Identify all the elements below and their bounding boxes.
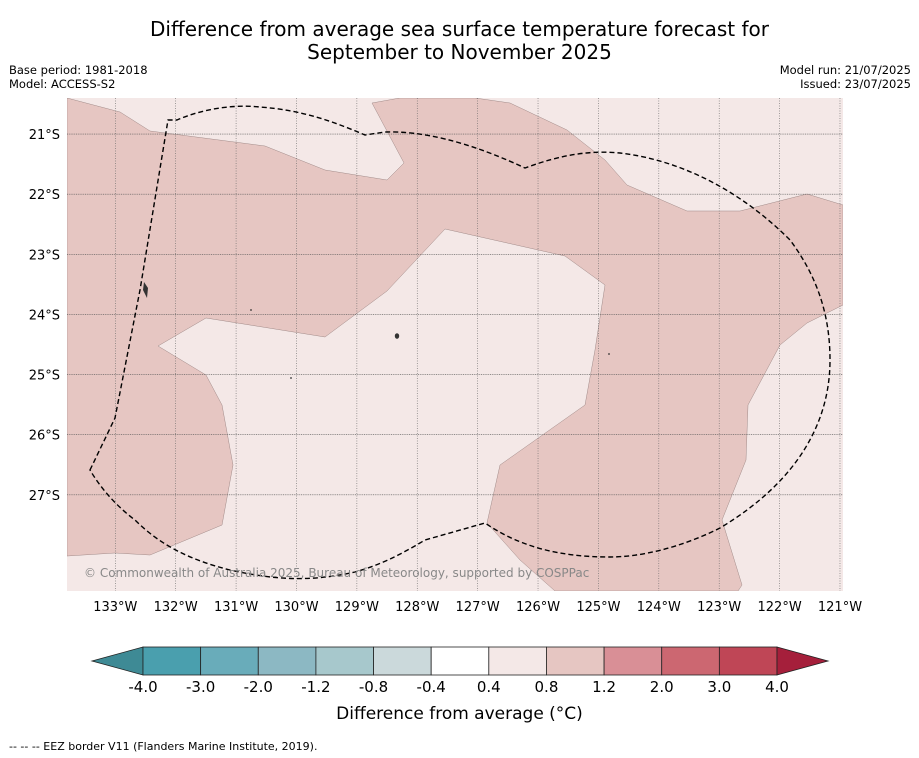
map-layers: © Commonwealth of Australia 2025, Bureau… bbox=[67, 98, 843, 591]
colorbar-title: Difference from average (°C) bbox=[336, 704, 583, 724]
eez-footnote: -- -- -- EEZ border V11 (Flanders Marine… bbox=[9, 740, 318, 753]
colorbar bbox=[90, 646, 830, 676]
longitude-tick-label: 132°W bbox=[154, 600, 198, 615]
meta-left: Base period: 1981-2018 Model: ACCESS-S2 bbox=[9, 63, 148, 91]
colorbar-tick-labels: -4.0 -3.0 -2.0 -1.2 -0.8 -0.4 0.4 0.8 1.2 2.0 3.0 4… bbox=[128, 678, 789, 696]
colorbar-segment bbox=[488, 646, 547, 676]
meta-right: Model run: 21/07/2025 Issued: 23/07/2025 bbox=[780, 63, 911, 91]
colorbar-tick-label: -3.0 bbox=[186, 678, 215, 696]
colorbar-tick-label: -0.8 bbox=[359, 678, 388, 696]
colorbar-segment bbox=[546, 646, 605, 676]
longitude-tick-label: 130°W bbox=[274, 600, 318, 615]
anomaly-region-0.8-1.2 bbox=[67, 98, 843, 591]
map-speck bbox=[143, 282, 148, 298]
colorbar-segment bbox=[257, 646, 317, 676]
latitude-tick-label: 27°S bbox=[29, 489, 60, 504]
colorbar-segment bbox=[315, 646, 374, 676]
latitude-gridlines bbox=[67, 133, 843, 496]
longitude-tick-label: 131°W bbox=[214, 600, 258, 615]
colorbar-tick-label: 3.0 bbox=[707, 678, 731, 696]
longitude-tick-label: 127°W bbox=[456, 600, 500, 615]
latitude-tick-label: 23°S bbox=[29, 248, 60, 263]
colorbar-segment bbox=[200, 646, 259, 676]
longitude-tick-label: 133°W bbox=[93, 600, 137, 615]
latitude-tick-label: 25°S bbox=[29, 369, 60, 384]
latitude-tick-label: 26°S bbox=[29, 429, 60, 444]
colorbar-tick-label: -1.2 bbox=[301, 678, 330, 696]
colorbar-segment bbox=[430, 646, 490, 676]
longitude-gridlines bbox=[115, 98, 841, 591]
longitude-tick-label: 128°W bbox=[395, 600, 439, 615]
map-speck bbox=[394, 333, 400, 339]
colorbar-extend-high bbox=[776, 646, 830, 676]
title-line-2: September to November 2025 bbox=[307, 40, 612, 64]
title-line-1: Difference from average sea surface temp… bbox=[149, 17, 769, 41]
colorbar-tick-label: 1.2 bbox=[592, 678, 616, 696]
longitude-tick-label: 122°W bbox=[758, 600, 802, 615]
latitude-tick-label: 22°S bbox=[29, 188, 60, 203]
map-speck bbox=[290, 377, 292, 379]
colorbar-tick-label: 0.4 bbox=[477, 678, 501, 696]
model-name: Model: ACCESS-S2 bbox=[9, 77, 116, 91]
map-speck bbox=[250, 309, 252, 311]
colorbar-tick-label: -0.4 bbox=[417, 678, 446, 696]
colorbar-segment bbox=[142, 646, 202, 676]
colorbar-segment bbox=[661, 646, 720, 676]
longitude-tick-label: 124°W bbox=[637, 600, 681, 615]
colorbar-tick-label: -4.0 bbox=[128, 678, 157, 696]
model-run: Model run: 21/07/2025 bbox=[779, 63, 911, 77]
longitude-tick-label: 123°W bbox=[697, 600, 741, 615]
colorbar-segment bbox=[373, 646, 432, 676]
colorbar-tick-label: 0.8 bbox=[535, 678, 559, 696]
map-title: Difference from average sea surface temp… bbox=[0, 18, 919, 64]
base-period: Base period: 1981-2018 bbox=[9, 63, 148, 77]
colorbar-segment bbox=[718, 646, 778, 676]
longitude-labels: 133°W 132°W 131°W 130°W 129°W 128°W 127°W 126°W… bbox=[93, 600, 862, 615]
colorbar-tick-label: 2.0 bbox=[650, 678, 674, 696]
colorbar-tick-label: -2.0 bbox=[244, 678, 273, 696]
longitude-tick-label: 121°W bbox=[818, 600, 862, 615]
issued-date: Issued: 23/07/2025 bbox=[800, 77, 911, 91]
colorbar-segment bbox=[603, 646, 663, 676]
map-speck bbox=[608, 353, 610, 355]
latitude-tick-label: 21°S bbox=[29, 128, 60, 143]
longitude-tick-label: 126°W bbox=[516, 600, 560, 615]
longitude-tick-label: 129°W bbox=[335, 600, 379, 615]
latitude-tick-label: 24°S bbox=[29, 308, 60, 323]
latitude-labels: 21°S 22°S 23°S 24°S 25°S 26°S 27°S bbox=[29, 128, 60, 504]
copyright-notice: © Commonwealth of Australia 2025, Bureau… bbox=[84, 566, 589, 580]
longitude-tick-label: 125°W bbox=[576, 600, 620, 615]
colorbar-extend-low bbox=[90, 646, 144, 676]
colorbar-tick-label: 4.0 bbox=[765, 678, 789, 696]
